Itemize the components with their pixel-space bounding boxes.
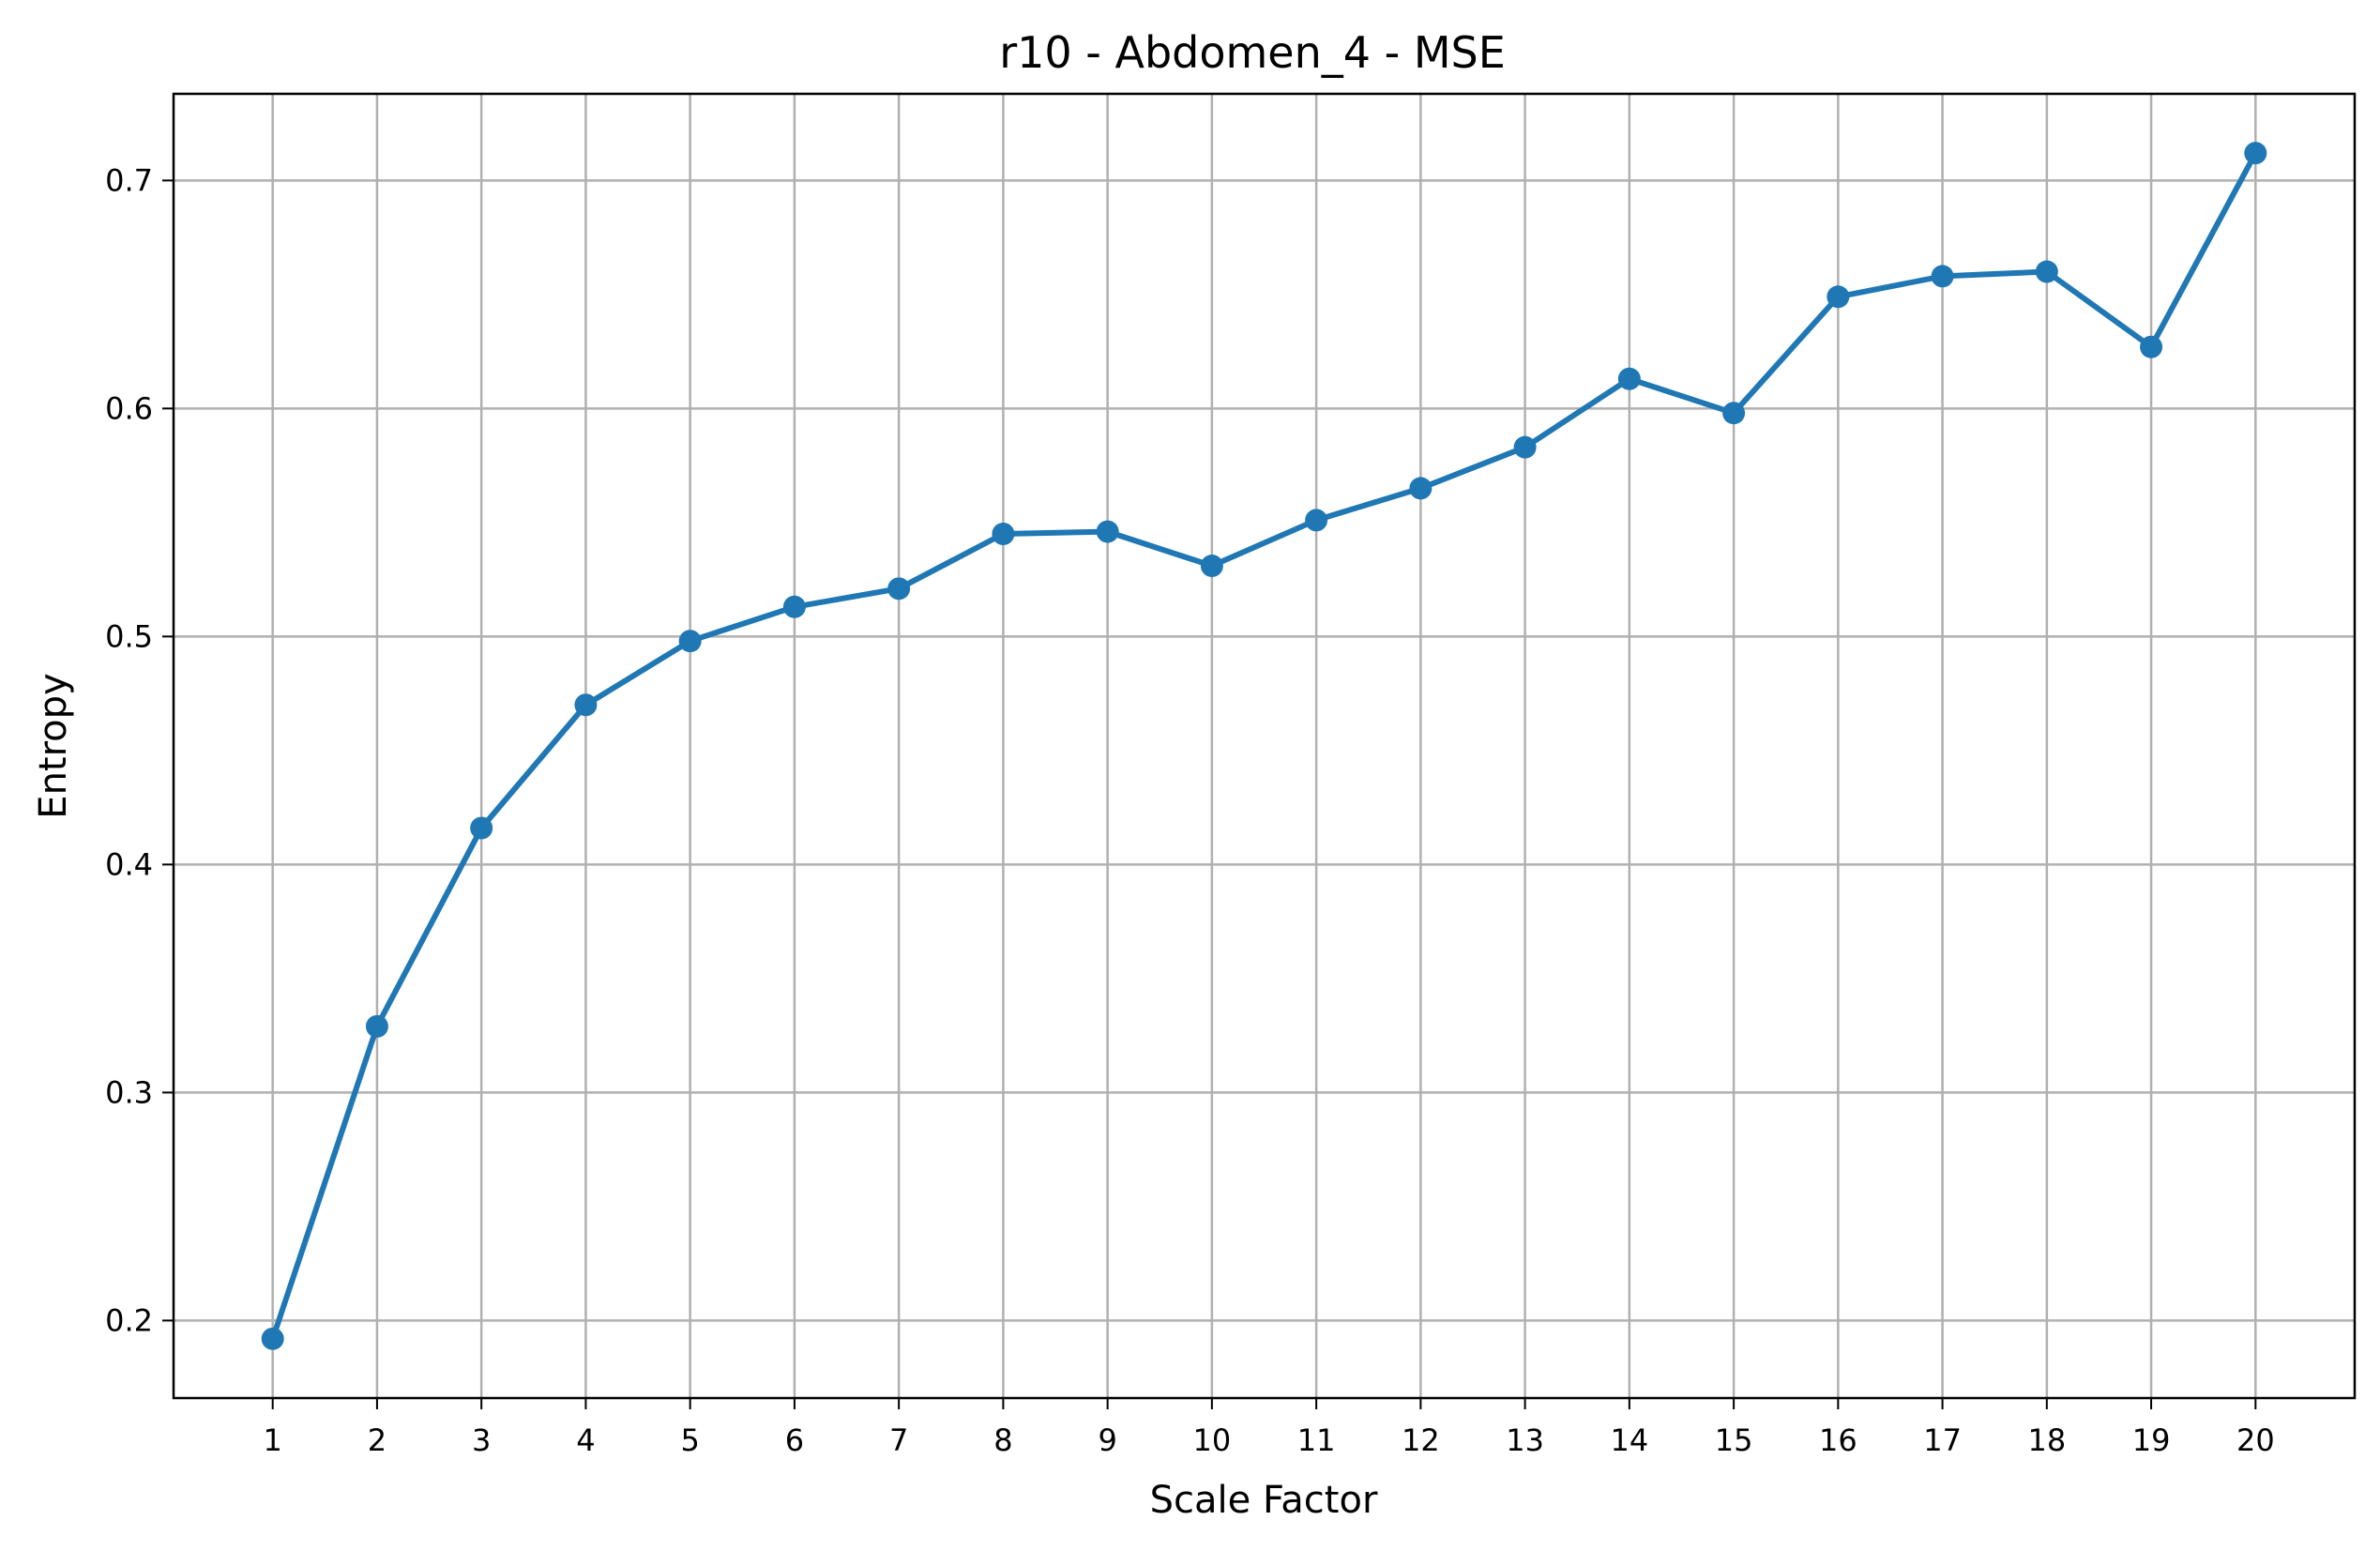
x-tick-label: 3 — [472, 1422, 491, 1458]
data-point — [2140, 335, 2163, 358]
data-point — [992, 523, 1015, 546]
y-axis-label: Entropy — [32, 673, 75, 818]
data-series — [261, 142, 2267, 1350]
data-point — [1722, 402, 1746, 425]
axis-ticks: 1 2 3 4 5 6 7 8 9 10 11 12 13 14 15 16 17 18 19 200.20.30.4… — [105, 162, 2275, 1458]
data-point — [1409, 477, 1433, 500]
data-point — [2244, 142, 2267, 165]
data-point — [365, 1014, 388, 1038]
data-point — [1305, 509, 1328, 532]
plot-frame — [172, 92, 2357, 1400]
x-axis-label: Scale Factor — [1150, 1479, 1378, 1522]
data-point — [261, 1327, 284, 1350]
x-tick-label: 6 — [785, 1422, 804, 1458]
data-point — [2035, 260, 2058, 283]
x-tick-label: 4 — [576, 1422, 595, 1458]
data-point — [1931, 265, 1954, 288]
x-tick-label: 7 — [889, 1422, 908, 1458]
x-tick-label: 2 — [368, 1422, 387, 1458]
data-point — [1200, 555, 1223, 578]
x-tick-label: 9 — [1098, 1422, 1116, 1458]
grid-lines — [174, 94, 2355, 1398]
y-tick-label: 0.2 — [105, 1302, 153, 1338]
x-tick-label: 11 — [1297, 1422, 1336, 1458]
x-tick-label: 10 — [1193, 1422, 1232, 1458]
data-point — [782, 595, 806, 618]
y-tick-label: 0.6 — [105, 390, 153, 426]
x-tick-label: 19 — [2132, 1422, 2171, 1458]
y-tick-label: 0.5 — [105, 618, 153, 654]
data-point — [1513, 435, 1537, 459]
data-point — [1827, 285, 1850, 309]
x-tick-label: 1 — [264, 1422, 282, 1458]
x-tick-label: 12 — [1402, 1422, 1440, 1458]
data-point — [887, 577, 911, 601]
y-tick-label: 0.4 — [105, 846, 153, 882]
x-tick-label: 8 — [993, 1422, 1012, 1458]
x-tick-label: 17 — [1923, 1422, 1962, 1458]
x-tick-label: 20 — [2236, 1422, 2275, 1458]
data-point — [1617, 367, 1641, 390]
x-tick-label: 15 — [1715, 1422, 1753, 1458]
series-line — [269, 150, 2259, 1342]
x-tick-label: 5 — [680, 1422, 699, 1458]
data-point — [1096, 520, 1119, 543]
data-point — [678, 630, 702, 653]
x-tick-label: 16 — [1819, 1422, 1857, 1458]
y-tick-label: 0.7 — [105, 162, 153, 198]
data-point — [574, 693, 598, 717]
data-point — [470, 816, 493, 840]
x-tick-label: 13 — [1506, 1422, 1544, 1458]
y-tick-label: 0.3 — [105, 1074, 153, 1110]
chart-title: r10 - Abdomen_4 - MSE — [999, 27, 1506, 78]
x-tick-label: 18 — [2027, 1422, 2066, 1458]
x-tick-label: 14 — [1610, 1422, 1648, 1458]
